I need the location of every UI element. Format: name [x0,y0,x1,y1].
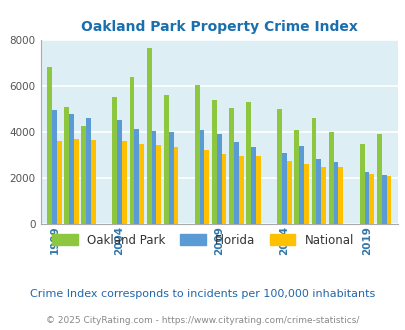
Bar [151,131,156,224]
Text: Crime Index corresponds to incidents per 100,000 inhabitants: Crime Index corresponds to incidents per… [30,289,375,299]
Bar [221,154,226,224]
Bar [112,97,117,224]
Bar [134,128,139,224]
Bar [199,130,204,224]
Bar [381,175,386,224]
Bar [81,126,86,224]
Bar [47,67,52,224]
Bar [281,153,286,224]
Bar [216,134,221,224]
Bar [173,147,178,224]
Bar [204,150,209,224]
Bar [311,118,315,224]
Bar [294,130,298,224]
Bar [168,132,173,224]
Bar [359,144,364,224]
Bar [256,156,260,224]
Bar [64,107,69,224]
Bar [57,141,62,224]
Bar [52,110,57,224]
Bar [194,84,199,224]
Bar [139,144,144,224]
Bar [277,109,281,224]
Bar [122,141,126,224]
Bar [86,118,91,224]
Bar [238,156,243,224]
Bar [91,140,96,224]
Bar [156,145,161,224]
Bar [364,172,369,224]
Bar [386,176,390,224]
Bar [229,108,233,224]
Bar [129,77,134,224]
Bar [211,100,216,224]
Bar [251,147,256,224]
Bar [320,167,325,224]
Bar [315,159,320,224]
Bar [74,139,79,224]
Bar [369,174,373,224]
Title: Oakland Park Property Crime Index: Oakland Park Property Crime Index [81,20,357,34]
Bar [246,102,251,224]
Text: © 2025 CityRating.com - https://www.cityrating.com/crime-statistics/: © 2025 CityRating.com - https://www.city… [46,316,359,325]
Bar [333,162,338,224]
Bar [303,164,308,224]
Bar [298,146,303,224]
Bar [233,143,238,224]
Bar [286,161,291,224]
Bar [117,120,122,224]
Bar [69,114,74,224]
Bar [146,48,151,224]
Bar [338,167,342,224]
Legend: Oakland Park, Florida, National: Oakland Park, Florida, National [47,229,358,251]
Bar [328,132,333,224]
Bar [164,95,168,224]
Bar [376,134,381,224]
